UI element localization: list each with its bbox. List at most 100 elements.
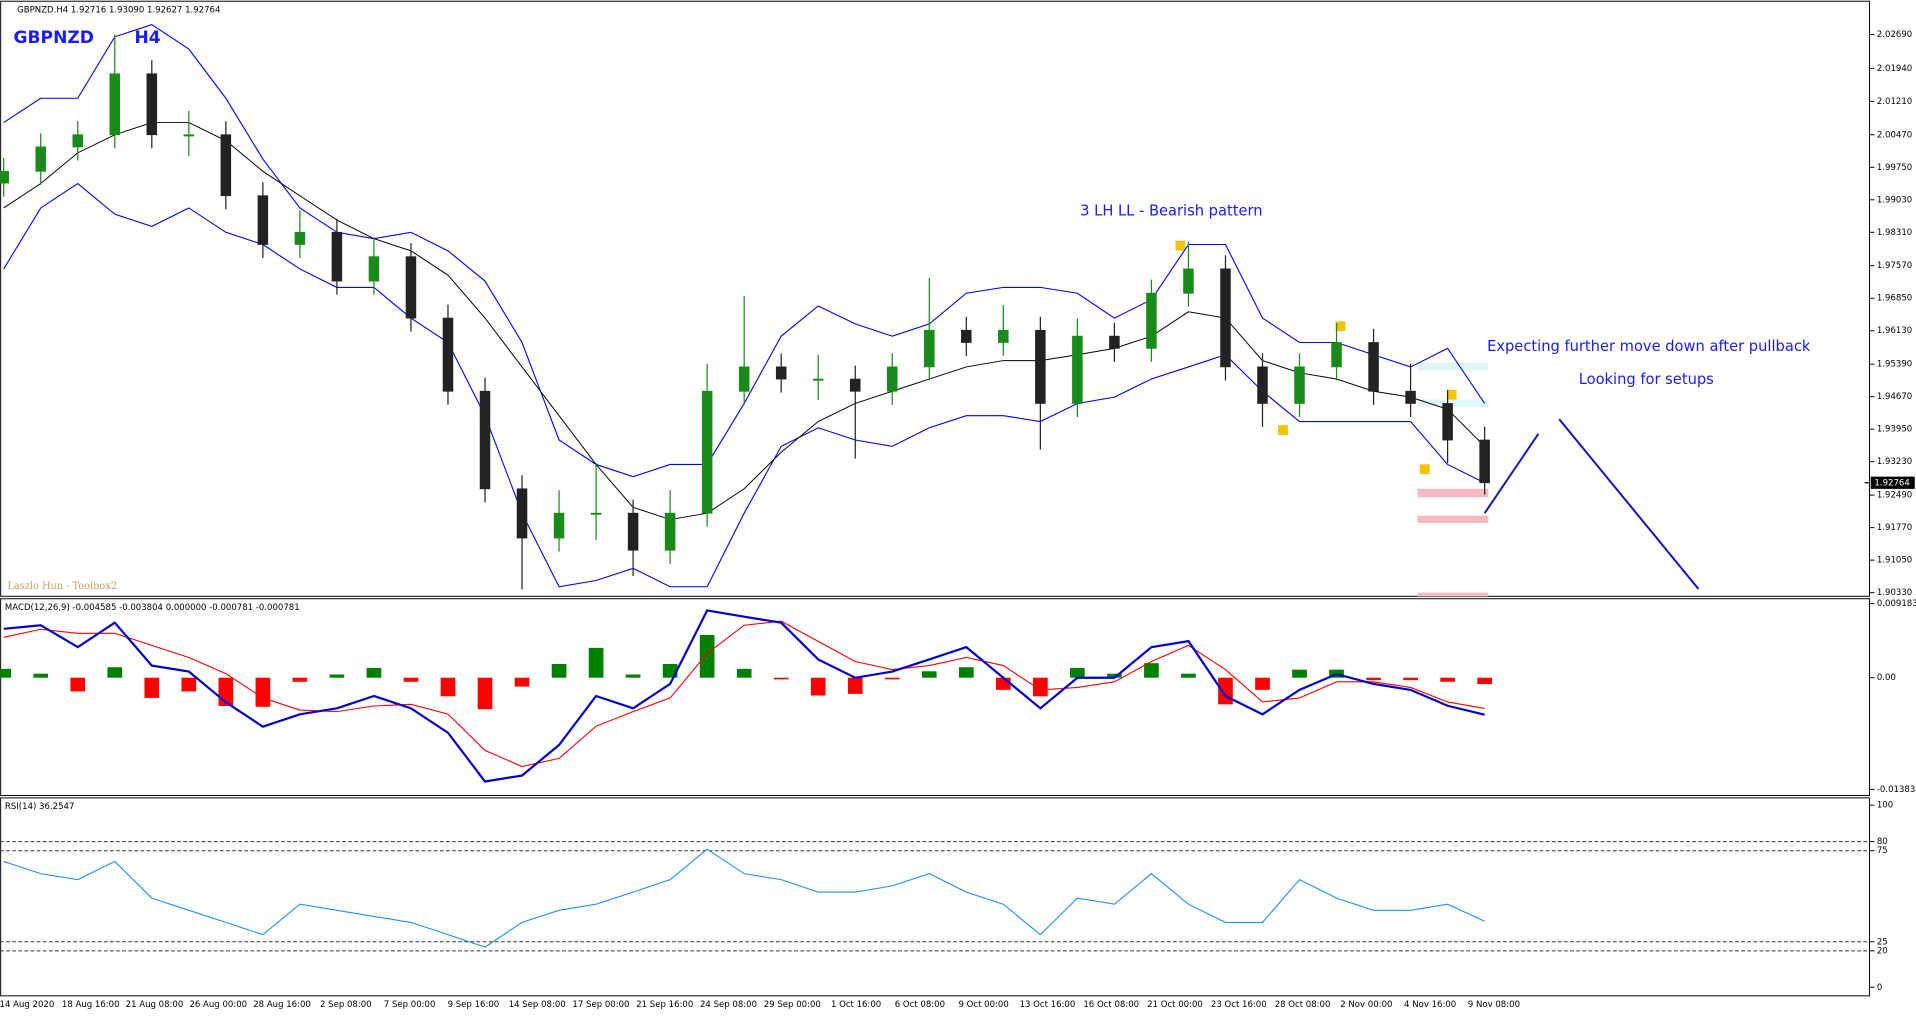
histogram-bar bbox=[921, 671, 937, 678]
rsi-panel-frame bbox=[0, 797, 1871, 997]
x-tick-label: 17 Sep 00:00 bbox=[572, 1000, 629, 1010]
rsi-title: RSI(14) 36.2547 bbox=[5, 802, 75, 812]
candle-body bbox=[1072, 335, 1083, 404]
watermark: Laszlo Hun - Toolbox2 bbox=[7, 581, 117, 592]
histogram-bar bbox=[107, 667, 123, 678]
x-tick-label: 4 Nov 16:00 bbox=[1404, 1000, 1456, 1010]
candle-body bbox=[849, 378, 861, 392]
x-tick-label: 14 Sep 08:00 bbox=[509, 1000, 566, 1010]
candle-body bbox=[479, 390, 491, 490]
x-tick-label: 13 Oct 16:00 bbox=[1020, 1000, 1076, 1010]
chart-header: GBPNZD.H4 1.92716 1.93090 1.92627 1.9276… bbox=[17, 5, 220, 15]
x-tick-label: 21 Oct 00:00 bbox=[1147, 1000, 1203, 1010]
candle-body bbox=[1294, 366, 1305, 404]
projection-line bbox=[1558, 418, 1700, 590]
histogram-bar bbox=[1440, 677, 1455, 682]
candle-body bbox=[812, 378, 824, 381]
x-tick-label: 6 Oct 08:00 bbox=[895, 1000, 945, 1010]
candle-body bbox=[368, 256, 380, 282]
macd-panel-frame bbox=[0, 598, 1871, 796]
x-tick-label: 28 Oct 08:00 bbox=[1275, 1000, 1331, 1010]
histogram-bar bbox=[1107, 673, 1122, 678]
histogram-bar bbox=[1181, 673, 1196, 678]
candle-body bbox=[590, 512, 602, 515]
histogram-bar bbox=[847, 677, 863, 694]
candle-body bbox=[405, 256, 417, 319]
histogram-bar bbox=[255, 677, 271, 707]
histogram-bar bbox=[477, 677, 493, 710]
y-tick-label: 1.95390 bbox=[1877, 360, 1912, 370]
candle-body bbox=[775, 366, 787, 380]
histogram-bar bbox=[329, 674, 345, 678]
candle-body bbox=[998, 329, 1009, 343]
histogram-bar bbox=[514, 677, 530, 687]
x-tick-label: 21 Aug 08:00 bbox=[126, 1000, 184, 1010]
candle-body bbox=[146, 73, 158, 136]
values-line bbox=[3, 848, 1485, 948]
histogram-bar bbox=[773, 677, 789, 680]
y-tick-label: 0 bbox=[1877, 983, 1882, 993]
y-tick-label: 75 bbox=[1877, 846, 1888, 856]
histogram-bar bbox=[1033, 677, 1048, 697]
candle-body bbox=[1146, 292, 1157, 349]
candle-body bbox=[553, 512, 565, 539]
candle-body bbox=[1035, 329, 1046, 404]
y-tick-label: 2.01940 bbox=[1877, 64, 1912, 74]
candle-body bbox=[220, 134, 232, 197]
x-tick-label: 2 Nov 00:00 bbox=[1340, 1000, 1392, 1010]
histogram-bar bbox=[625, 674, 641, 678]
macd-line bbox=[3, 609, 1485, 783]
histogram-bar bbox=[551, 664, 567, 678]
y-tick-label: 1.90330 bbox=[1877, 588, 1912, 598]
projection-line bbox=[1483, 433, 1540, 514]
x-tick-label: 9 Oct 00:00 bbox=[959, 1000, 1009, 1010]
x-tick-label: 18 Aug 16:00 bbox=[62, 1000, 120, 1010]
pivot-marker bbox=[1175, 240, 1186, 251]
candle-body bbox=[738, 366, 750, 392]
x-tick-label: 16 Oct 08:00 bbox=[1083, 1000, 1139, 1010]
y-tick-label: 1.99750 bbox=[1877, 163, 1912, 173]
x-tick-label: 14 Aug 2020 bbox=[0, 1000, 54, 1010]
y-tick-label: 1.96850 bbox=[1877, 294, 1912, 304]
candle-body bbox=[1479, 439, 1490, 484]
macd-title: MACD(12,26,9) -0.004585 -0.003804 0.0000… bbox=[5, 603, 300, 613]
histogram-bar bbox=[181, 677, 197, 692]
histogram-bar bbox=[0, 668, 12, 678]
y-tick-label: 1.96130 bbox=[1877, 326, 1912, 336]
candle-body bbox=[701, 390, 713, 514]
y-tick-label: 1.97570 bbox=[1877, 261, 1912, 271]
x-tick-label: 28 Aug 16:00 bbox=[253, 1000, 311, 1010]
histogram-bar bbox=[1070, 668, 1085, 678]
histogram-bar bbox=[996, 677, 1011, 690]
resistance-zone bbox=[1417, 362, 1489, 371]
y-tick-label: 1.91050 bbox=[1877, 556, 1912, 566]
x-tick-label: 7 Sep 00:00 bbox=[384, 1000, 436, 1010]
support-zone bbox=[1417, 592, 1489, 597]
candle-body bbox=[627, 512, 639, 551]
histogram-bar bbox=[1255, 677, 1270, 690]
y-tick-label: 1.93950 bbox=[1877, 425, 1912, 435]
signal-line bbox=[3, 620, 1485, 768]
y-tick-label: 100 bbox=[1877, 801, 1893, 811]
candle-body bbox=[664, 512, 676, 551]
x-tick-label: 2 Sep 08:00 bbox=[320, 1000, 372, 1010]
annotation: Expecting further move down after pullba… bbox=[1487, 338, 1811, 355]
histogram-bar bbox=[1366, 677, 1381, 681]
y-tick-label: 1.92490 bbox=[1877, 491, 1912, 501]
candle-body bbox=[924, 329, 935, 368]
histogram-bar bbox=[70, 677, 86, 692]
histogram-bar bbox=[1218, 677, 1233, 705]
x-tick-label: 23 Oct 16:00 bbox=[1211, 1000, 1267, 1010]
histogram-bar bbox=[810, 677, 826, 696]
last-price-box bbox=[1870, 476, 1915, 489]
histogram-bar bbox=[366, 668, 382, 678]
candle-body bbox=[961, 329, 972, 343]
y-tick-label: 25 bbox=[1877, 937, 1888, 947]
candle-body bbox=[1109, 335, 1120, 349]
candle-body bbox=[72, 134, 84, 148]
y-tick-label: -0.013837 bbox=[1877, 785, 1916, 795]
annotation: Looking for setups bbox=[1579, 371, 1714, 388]
candle-body bbox=[35, 146, 46, 172]
